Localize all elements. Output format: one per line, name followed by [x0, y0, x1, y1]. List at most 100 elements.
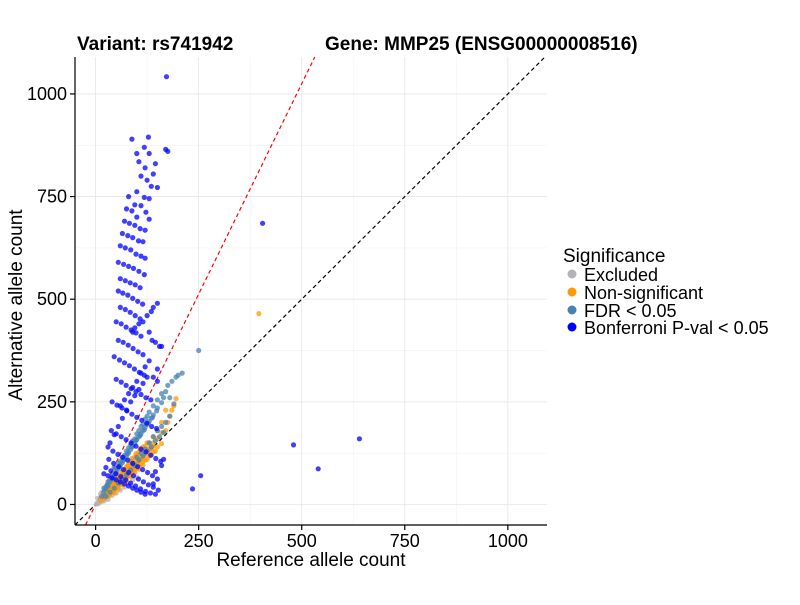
data-point	[132, 202, 138, 208]
data-point	[154, 300, 160, 306]
reference-lines	[74, 56, 546, 526]
data-point	[152, 161, 158, 167]
data-point	[118, 321, 124, 327]
data-point	[138, 489, 144, 495]
data-point	[142, 165, 148, 171]
data-point	[115, 288, 121, 294]
data-point	[136, 428, 142, 434]
data-point	[163, 74, 170, 80]
data-point	[125, 292, 131, 298]
data-point	[156, 434, 163, 440]
x-tick-label: 250	[184, 531, 214, 551]
data-point	[146, 150, 152, 157]
data-point	[136, 386, 142, 393]
data-point	[121, 261, 127, 267]
data-point	[109, 475, 115, 481]
data-point	[106, 456, 112, 462]
y-axis-label: Alternative allele count	[6, 209, 27, 401]
x-axis-label: Reference allele count	[216, 550, 406, 571]
legend-swatch-bonferroni	[567, 322, 577, 332]
data-point	[147, 490, 153, 496]
data-point	[126, 483, 132, 489]
data-point	[107, 489, 113, 495]
data-point	[140, 319, 146, 325]
data-point	[142, 227, 148, 233]
data-point	[121, 481, 128, 487]
data-point	[101, 471, 107, 477]
legend-label-fdr: FDR < 0.05	[584, 301, 677, 321]
data-point	[130, 329, 136, 335]
data-point	[126, 194, 132, 200]
data-point	[179, 370, 185, 376]
data-point	[145, 482, 151, 488]
data-point	[139, 417, 145, 423]
data-point	[137, 285, 143, 291]
data-point	[356, 436, 362, 442]
data-point	[189, 486, 196, 492]
data-point	[138, 391, 144, 398]
legend-swatch-fdr	[567, 305, 577, 315]
data-point	[107, 440, 113, 446]
data-point	[138, 370, 144, 376]
data-point	[108, 468, 114, 474]
data-point	[149, 423, 155, 430]
data-point	[161, 430, 167, 436]
data-point	[144, 413, 150, 419]
data-point	[123, 206, 130, 212]
chart-subtitle: Gene: MMP25 (ENSG00000008516)	[325, 34, 638, 55]
data-point	[137, 432, 143, 439]
data-point	[196, 347, 202, 354]
data-point	[154, 476, 160, 482]
data-point	[115, 486, 121, 492]
data-point	[130, 473, 137, 479]
data-point	[115, 259, 121, 265]
data-point	[113, 477, 119, 483]
x-tick-label: 0	[91, 531, 101, 551]
data-point	[198, 473, 204, 479]
data-point	[150, 304, 156, 310]
data-point	[134, 189, 140, 195]
data-point	[260, 220, 266, 226]
data-point	[152, 339, 158, 345]
data-point	[142, 364, 148, 370]
data-point	[145, 134, 151, 140]
data-point	[121, 218, 128, 224]
data-point	[135, 238, 142, 244]
y-tick-label: 0	[57, 494, 67, 514]
data-point	[115, 337, 121, 343]
data-point	[148, 452, 154, 458]
axes	[74, 57, 547, 526]
data-point	[138, 173, 144, 179]
data-point	[121, 467, 127, 473]
y-tick-label: 1000	[27, 84, 67, 104]
data-point	[120, 454, 126, 460]
x-ticks: 0 250 500 750 1000	[91, 525, 528, 551]
data-point	[163, 407, 169, 413]
data-point	[141, 272, 147, 278]
data-point	[144, 313, 150, 319]
data-point	[111, 485, 117, 491]
data-point	[123, 407, 130, 413]
data-point	[131, 366, 137, 372]
data-point	[135, 298, 141, 304]
data-point	[153, 455, 159, 462]
data-point	[129, 455, 135, 462]
data-point	[169, 407, 175, 413]
data-point	[118, 379, 124, 385]
data-point	[140, 352, 146, 358]
data-point	[146, 358, 152, 364]
data-point	[117, 479, 123, 485]
data-point	[117, 276, 123, 282]
data-point	[130, 235, 136, 241]
data-point	[115, 451, 121, 457]
data-point	[117, 403, 123, 409]
data-point	[116, 464, 122, 470]
y-tick-label: 500	[37, 289, 67, 309]
data-point	[145, 469, 151, 476]
data-point	[140, 458, 146, 464]
data-point	[108, 428, 114, 434]
data-point	[150, 374, 156, 380]
data-point	[140, 479, 146, 485]
data-point	[171, 401, 177, 407]
data-point	[105, 444, 111, 450]
